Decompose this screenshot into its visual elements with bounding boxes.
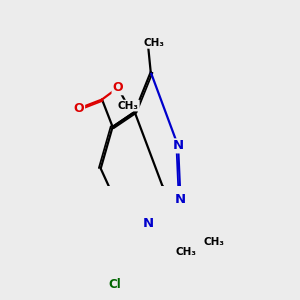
Text: O: O: [112, 81, 123, 94]
Text: CH₃: CH₃: [144, 38, 165, 48]
Text: N: N: [175, 193, 186, 206]
Text: N: N: [172, 140, 184, 152]
Text: O: O: [74, 102, 84, 115]
Text: Cl: Cl: [109, 278, 122, 291]
Text: CH₃: CH₃: [203, 236, 224, 247]
Text: CH₃: CH₃: [118, 100, 139, 111]
Text: CH₃: CH₃: [175, 247, 196, 257]
Text: N: N: [143, 217, 154, 230]
